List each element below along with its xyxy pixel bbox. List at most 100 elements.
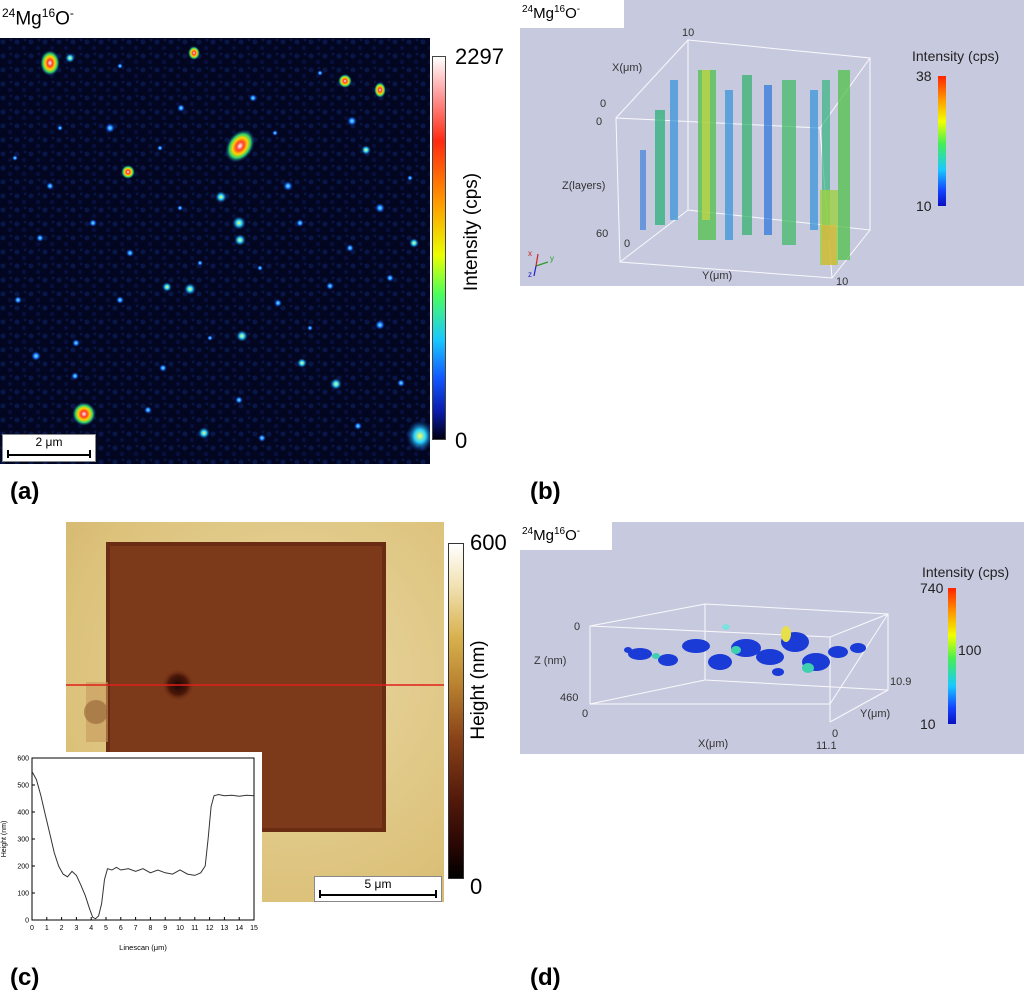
panel-d-3d-view: 24Mg16O- 0 <box>520 522 1024 754</box>
panel-c-scalebar-line <box>319 890 437 898</box>
linescan-xtick-label: 12 <box>206 925 214 932</box>
panel-d-z-min: 0 <box>574 621 581 633</box>
panel-d-volume-render <box>589 603 889 723</box>
panel-a-colorbar <box>432 56 446 440</box>
panel-d-colorbar-title: Intensity (cps) <box>922 564 1010 580</box>
panel-b-x-max: 10 <box>682 27 695 39</box>
triad-z-label: z <box>528 270 532 279</box>
charge-sign: - <box>576 526 581 537</box>
panel-b-z-min: 0 <box>596 116 603 128</box>
panel-b-species-label: 24Mg16O- <box>522 4 580 22</box>
faint-spots <box>12 63 413 442</box>
element-mg: Mg <box>533 527 554 544</box>
panel-d-y-label: Y(μm) <box>860 708 891 720</box>
panel-d-x-min: 0 <box>582 708 589 720</box>
panel-b-label-box <box>520 0 624 28</box>
linescan-xtick-label: 8 <box>148 925 152 932</box>
panel-b-y-min: 0 <box>624 238 631 250</box>
panel-b-colorbar-max: 38 <box>916 68 932 84</box>
linescan-chart: 0 100 200 300 400 500 600 0 1 2 3 4 5 6 7 8 9 10 11 12 13 14… <box>0 752 262 954</box>
mass-number-o: 16 <box>553 4 566 15</box>
panel-c-colorbar <box>448 543 464 879</box>
element-o: O <box>55 8 70 30</box>
linescan-xtick-label: 15 <box>250 925 258 932</box>
linescan-xtick-label: 7 <box>134 925 138 932</box>
panel-b-colorbar-min: 10 <box>916 198 932 214</box>
panel-d-z-label: Z (nm) <box>534 655 567 667</box>
panel-d-colorbar-min: 10 <box>920 716 936 732</box>
linescan-ytick-label: 300 <box>17 837 29 844</box>
linescan-xtick-label: 5 <box>104 925 108 932</box>
panel-c-colorbar-max: 600 <box>470 530 507 555</box>
linescan-xtick-label: 0 <box>30 925 34 932</box>
panel-d-letter: (d) <box>530 964 561 991</box>
panel-d-bounding-box <box>589 603 889 723</box>
panel-a-colorbar-title: Intensity (cps) <box>461 172 482 292</box>
panel-a-scalebar-label: 2 μm <box>35 435 63 449</box>
sims-intensity-map: 2 μm <box>0 38 430 464</box>
linescan-xtick-label: 1 <box>45 925 49 932</box>
panel-d-colorbar-max: 740 <box>920 580 944 596</box>
linescan-xtick-label: 3 <box>74 925 78 932</box>
bright-hotspots <box>40 46 430 452</box>
panel-b-z-label: Z(layers) <box>562 180 606 192</box>
linescan-xtick-label: 4 <box>89 925 93 932</box>
panel-d-y-min: 0 <box>832 728 839 740</box>
linescan-ytick-label: 0 <box>25 918 29 925</box>
linescan-xtick-label: 13 <box>221 925 229 932</box>
panel-d-x-label: X(μm) <box>698 738 729 750</box>
linescan-series-line <box>31 771 255 920</box>
panel-c-colorbar-min: 0 <box>470 874 483 899</box>
panel-b-volume-render <box>533 39 871 279</box>
linescan-ytick-label: 200 <box>17 864 29 871</box>
panel-d-hot-clusters <box>652 624 814 673</box>
panel-d-x-max: 11.1 <box>816 740 837 752</box>
panel-b-x-label: X(μm) <box>612 62 643 74</box>
linescan-xtick-label: 11 <box>191 925 198 932</box>
mass-number-mg: 24 <box>522 526 534 537</box>
linescan-xtick-label: 14 <box>235 925 243 932</box>
panel-a-letter: (a) <box>10 478 40 505</box>
mass-number-o: 16 <box>553 526 566 537</box>
charge-sign: - <box>576 4 581 15</box>
panel-c-scalebar: 5 μm <box>314 876 442 902</box>
linescan-xtick-label: 10 <box>176 925 184 932</box>
panel-c-scalebar-label: 5 μm <box>364 877 392 891</box>
triad-x-label: x <box>528 249 532 258</box>
panel-b-3d-view: 24Mg16O- <box>520 0 1024 288</box>
panel-d-species-label: 24Mg16O- <box>522 526 580 544</box>
panel-c-letter: (c) <box>10 964 40 991</box>
element-mg: Mg <box>533 5 554 22</box>
panel-b-orientation-triad <box>533 253 549 277</box>
medium-spots <box>65 53 419 439</box>
panel-a-colorbar-max: 2297 <box>455 44 504 69</box>
panel-b-y-label: Y(μm) <box>702 270 733 282</box>
linescan-ytick-label: 100 <box>17 891 29 898</box>
sims-map-canvas <box>0 38 430 464</box>
panel-b-columns <box>640 70 850 265</box>
panel-b-z-max: 60 <box>596 228 609 240</box>
panel-b-colorbar-title: Intensity (cps) <box>912 48 1000 64</box>
panel-d-colorbar <box>948 588 956 724</box>
linescan-y-label: Height (nm) <box>1 821 8 858</box>
triad-y-label: y <box>550 254 554 263</box>
charge-sign: - <box>69 6 74 20</box>
linescan-xtick-label: 6 <box>119 925 123 932</box>
panel-d-colorbar-mid: 100 <box>958 642 982 658</box>
panel-d-z-max: 460 <box>560 692 579 704</box>
linescan-ytick-label: 400 <box>17 810 29 817</box>
linescan-xtick-label: 9 <box>163 925 167 932</box>
panel-b-x-min: 0 <box>600 98 607 110</box>
element-o: O <box>565 527 577 544</box>
panel-b-letter: (b) <box>530 478 561 505</box>
panel-d-label-box <box>520 522 612 550</box>
linescan-ytick-label: 500 <box>17 783 29 790</box>
panel-b-y-max: 10 <box>836 276 849 288</box>
panel-d-y-max: 10.9 <box>890 676 912 688</box>
panel-a-species-label: 24Mg16O- <box>2 6 74 30</box>
mass-number-o: 16 <box>41 6 56 20</box>
linescan-plot-area <box>31 757 255 921</box>
linescan-ytick-label: 600 <box>17 756 29 763</box>
panel-a-scalebar: 2 μm <box>2 434 96 462</box>
